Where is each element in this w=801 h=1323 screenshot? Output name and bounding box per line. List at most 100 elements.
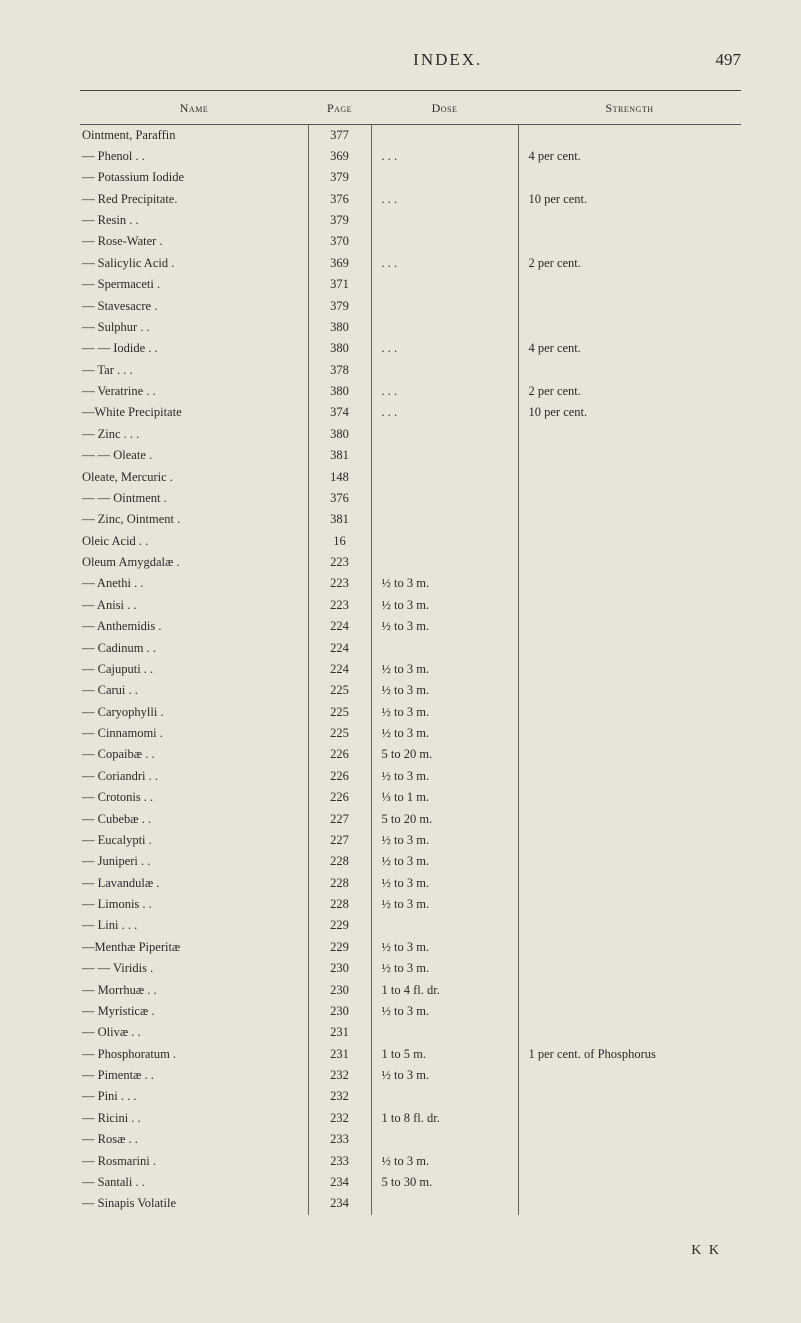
cell-dose: 5 to 30 m. (371, 1172, 518, 1193)
cell-strength: 2 per cent. (518, 381, 741, 402)
column-header-page: Page (308, 91, 371, 124)
cell-name: — Anthemidis . (80, 616, 308, 637)
cell-dose: . . . (371, 338, 518, 359)
cell-page: 229 (308, 915, 371, 936)
cell-name: — Crotonis . . (80, 787, 308, 808)
table-row: — — Viridis .230½ to 3 m. (80, 958, 741, 979)
cell-strength (518, 1193, 741, 1214)
table-row: — Salicylic Acid .369. . .2 per cent. (80, 253, 741, 274)
cell-dose: ½ to 3 m. (371, 680, 518, 701)
page-number: 497 (716, 50, 742, 70)
cell-name: — Anethi . . (80, 573, 308, 594)
table-row: — Crotonis . .226⅓ to 1 m. (80, 787, 741, 808)
cell-strength: 4 per cent. (518, 338, 741, 359)
column-header-strength: Strength (518, 91, 741, 124)
cell-dose (371, 210, 518, 231)
cell-dose: ½ to 3 m. (371, 659, 518, 680)
cell-strength (518, 124, 741, 146)
cell-page: 234 (308, 1172, 371, 1193)
cell-page: 378 (308, 360, 371, 381)
cell-name: — Juniperi . . (80, 851, 308, 872)
table-row: —White Precipitate374. . .10 per cent. (80, 402, 741, 423)
cell-strength (518, 680, 741, 701)
table-row: — Anthemidis .224½ to 3 m. (80, 616, 741, 637)
cell-dose: ½ to 3 m. (371, 1065, 518, 1086)
cell-page: 226 (308, 744, 371, 765)
cell-name: — Lini . . . (80, 915, 308, 936)
cell-page: 380 (308, 381, 371, 402)
cell-dose: ½ to 3 m. (371, 1001, 518, 1022)
cell-dose: ½ to 3 m. (371, 702, 518, 723)
cell-page: 232 (308, 1065, 371, 1086)
table-row: — Rosæ . .233 (80, 1129, 741, 1150)
cell-dose (371, 915, 518, 936)
table-row: — Coriandri . .226½ to 3 m. (80, 766, 741, 787)
cell-page: 224 (308, 638, 371, 659)
cell-dose: ½ to 3 m. (371, 937, 518, 958)
cell-dose: . . . (371, 189, 518, 210)
table-row: — Veratrine . .380. . .2 per cent. (80, 381, 741, 402)
cell-strength (518, 1172, 741, 1193)
cell-name: — Veratrine . . (80, 381, 308, 402)
cell-name: —White Precipitate (80, 402, 308, 423)
cell-strength (518, 659, 741, 680)
header-title: INDEX. (180, 50, 716, 70)
cell-page: 231 (308, 1044, 371, 1065)
table-row: Oleate, Mercuric .148 (80, 467, 741, 488)
table-row: — Juniperi . .228½ to 3 m. (80, 851, 741, 872)
table-row: — Cajuputi . .224½ to 3 m. (80, 659, 741, 680)
cell-page: 223 (308, 552, 371, 573)
cell-strength (518, 616, 741, 637)
cell-name: — Spermaceti . (80, 274, 308, 295)
cell-dose: ½ to 3 m. (371, 616, 518, 637)
cell-name: — Santali . . (80, 1172, 308, 1193)
cell-dose: . . . (371, 146, 518, 167)
cell-strength (518, 1022, 741, 1043)
cell-dose: . . . (371, 402, 518, 423)
cell-strength: 1 per cent. of Phosphorus (518, 1044, 741, 1065)
cell-dose: ½ to 3 m. (371, 894, 518, 915)
cell-name: — Resin . . (80, 210, 308, 231)
cell-name: —Menthæ Piperitæ (80, 937, 308, 958)
cell-name: — Anisi . . (80, 595, 308, 616)
cell-page: 234 (308, 1193, 371, 1214)
table-row: Ointment, Paraffin377 (80, 124, 741, 146)
cell-dose: ½ to 3 m. (371, 851, 518, 872)
table-row: — Anisi . .223½ to 3 m. (80, 595, 741, 616)
cell-page: 224 (308, 659, 371, 680)
cell-page: 228 (308, 873, 371, 894)
table-row: — Tar . . .378 (80, 360, 741, 381)
cell-name: — Cajuputi . . (80, 659, 308, 680)
cell-strength: 4 per cent. (518, 146, 741, 167)
cell-strength (518, 1086, 741, 1107)
table-row: — Pini . . .232 (80, 1086, 741, 1107)
cell-name: — Tar . . . (80, 360, 308, 381)
cell-strength (518, 210, 741, 231)
cell-page: 370 (308, 231, 371, 252)
cell-dose (371, 552, 518, 573)
cell-page: 233 (308, 1151, 371, 1172)
cell-dose (371, 360, 518, 381)
table-row: — Zinc . . .380 (80, 424, 741, 445)
table-row: — Phenol . .369. . .4 per cent. (80, 146, 741, 167)
cell-name: — Stavesacre . (80, 296, 308, 317)
cell-page: 229 (308, 937, 371, 958)
table-row: — Spermaceti .371 (80, 274, 741, 295)
table-row: — Pimentæ . .232½ to 3 m. (80, 1065, 741, 1086)
cell-page: 380 (308, 338, 371, 359)
cell-page: 380 (308, 424, 371, 445)
cell-strength (518, 1108, 741, 1129)
cell-name: — Sulphur . . (80, 317, 308, 338)
cell-name: — Cubebæ . . (80, 809, 308, 830)
cell-page: 230 (308, 980, 371, 1001)
cell-page: 230 (308, 1001, 371, 1022)
cell-strength (518, 744, 741, 765)
cell-page: 223 (308, 573, 371, 594)
cell-page: 232 (308, 1108, 371, 1129)
cell-dose: ½ to 3 m. (371, 573, 518, 594)
table-row: — Zinc, Ointment .381 (80, 509, 741, 530)
cell-dose (371, 296, 518, 317)
cell-name: — Ricini . . (80, 1108, 308, 1129)
cell-dose (371, 424, 518, 445)
cell-page: 232 (308, 1086, 371, 1107)
